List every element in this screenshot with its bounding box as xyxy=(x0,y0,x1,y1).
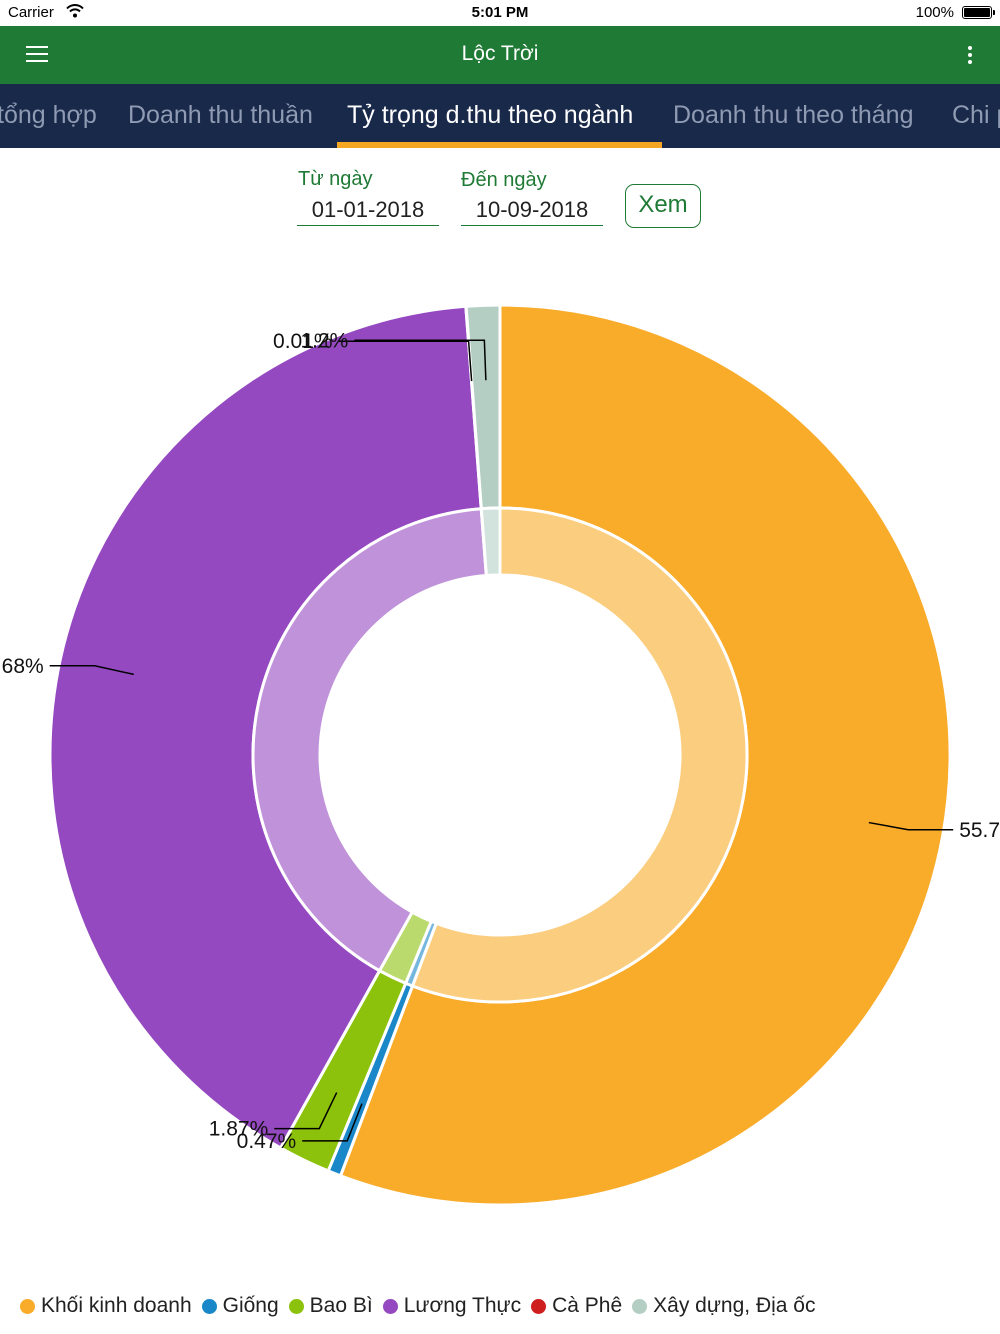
tab-expenses[interactable]: Chi p xyxy=(952,101,1000,129)
tab-monthly-revenue[interactable]: Doanh thu theo tháng xyxy=(673,101,914,129)
data-label-khoi-kinh-doanh: 55.76% xyxy=(959,819,1000,842)
legend-color-dot xyxy=(531,1298,547,1314)
carrier-label: Carrier xyxy=(8,4,54,21)
tab-summary[interactable]: tổng hợp xyxy=(0,101,97,129)
active-tab-indicator xyxy=(337,142,662,148)
to-date-field[interactable]: 10-09-2018 xyxy=(461,195,603,226)
legend-item[interactable]: Khối kinh doanh xyxy=(20,1294,192,1318)
battery-icon xyxy=(962,6,995,19)
more-options-icon[interactable] xyxy=(960,40,980,70)
legend-color-dot xyxy=(382,1298,398,1314)
view-button[interactable]: Xem xyxy=(625,184,701,228)
leader-line-luong-thuc xyxy=(49,665,134,676)
battery-percentage: 100% xyxy=(915,4,954,21)
status-bar: Carrier 5:01 PM 100% xyxy=(0,0,1000,26)
inner-slice-luong-thuc xyxy=(251,507,488,973)
legend-label: Lương Thực xyxy=(403,1294,522,1317)
legend-label: Cà Phê xyxy=(552,1294,623,1317)
legend-color-dot xyxy=(20,1298,35,1314)
tab-net-revenue[interactable]: Doanh thu thuần xyxy=(128,101,313,129)
leader-line-ca-phe xyxy=(338,340,473,382)
leader-line-xay-dung-dia-oc xyxy=(354,339,487,381)
inner-slice-khoi-kinh-doanh xyxy=(410,506,749,1004)
legend-color-dot xyxy=(201,1298,217,1314)
legend-item[interactable]: Cà Phê xyxy=(531,1294,622,1318)
wifi-icon xyxy=(66,4,84,22)
legend-label: Bao Bì xyxy=(309,1294,373,1317)
legend-label: Xây dựng, Địa ốc xyxy=(653,1294,816,1317)
legend-item[interactable]: Lương Thực xyxy=(382,1294,522,1318)
donut-chart: 55.76% 0.47%1.87% 40.68% 0.01%1.2% xyxy=(0,303,1000,1207)
legend-label: Khối kinh doanh xyxy=(41,1294,192,1317)
data-label-bao-bi: 1.87% xyxy=(209,1118,269,1141)
legend-item[interactable]: Bao Bì xyxy=(288,1294,373,1318)
tab-revenue-share-by-sector[interactable]: Tỷ trọng d.thu theo ngành xyxy=(347,101,634,129)
inner-slice-xay-dung-dia-oc xyxy=(479,506,502,578)
chart-legend: Khối kinh doanh Giống Bao Bì Lương Thực Cà P… xyxy=(20,1294,825,1318)
from-date-field[interactable]: 01-01-2018 xyxy=(297,195,439,226)
legend-item[interactable]: Xây dựng, Địa ốc xyxy=(632,1294,815,1318)
from-date-label: Từ ngày xyxy=(298,168,373,190)
legend-label: Giống xyxy=(222,1294,279,1317)
tab-bar: tổng hợp Doanh thu thuần Tỷ trọng d.thu … xyxy=(0,84,1000,148)
app-title: Lộc Trời xyxy=(461,42,539,65)
legend-color-dot xyxy=(632,1298,648,1314)
leader-line-giong xyxy=(302,1103,363,1142)
data-label-giong: 0.47% xyxy=(237,1130,297,1153)
leader-line-bao-bi xyxy=(274,1092,338,1130)
legend-color-dot xyxy=(288,1298,304,1314)
data-label-xay-dung-dia-oc: 1.2% xyxy=(300,329,348,352)
data-label-luong-thuc: 40.68% xyxy=(0,655,44,678)
leader-line-khoi-kinh-doanh xyxy=(868,821,954,831)
app-bar: Lộc Trời xyxy=(0,26,1000,84)
legend-item[interactable]: Giống xyxy=(201,1294,279,1318)
to-date-label: Đến ngày xyxy=(461,169,547,191)
hamburger-menu-icon[interactable] xyxy=(22,42,58,68)
clock-time: 5:01 PM xyxy=(471,4,529,21)
data-label-ca-phe: 0.01% xyxy=(273,330,333,353)
